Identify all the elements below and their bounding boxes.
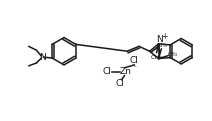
Text: Cl: Cl	[130, 57, 139, 65]
Text: CH₃: CH₃	[151, 55, 162, 60]
Text: Zn: Zn	[120, 67, 131, 76]
Text: CH₃: CH₃	[157, 43, 167, 48]
Text: N: N	[39, 53, 46, 62]
Text: Cl: Cl	[115, 79, 124, 88]
Text: +: +	[161, 32, 167, 41]
Text: CH₃: CH₃	[168, 52, 178, 57]
Text: ⁻: ⁻	[132, 63, 136, 72]
Text: N: N	[156, 35, 163, 45]
Text: Cl: Cl	[103, 67, 112, 76]
